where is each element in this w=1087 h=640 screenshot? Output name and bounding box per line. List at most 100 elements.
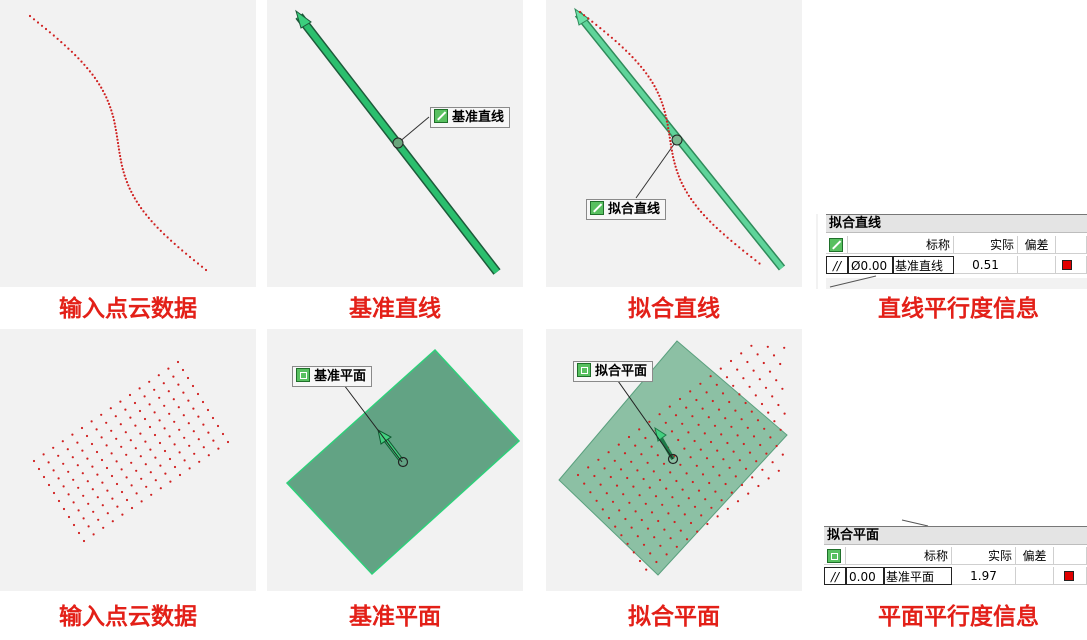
cloud-point [130, 484, 133, 487]
cloud-point [109, 407, 112, 410]
cloud-point [626, 476, 629, 480]
cloud-point [644, 436, 647, 440]
cloud-point [92, 533, 95, 536]
cloud-point [742, 249, 745, 252]
cloud-point [668, 405, 671, 408]
cloud-point [114, 128, 117, 132]
cloud-point [669, 143, 672, 146]
cloud-point [76, 464, 79, 467]
cloud-point [145, 213, 148, 216]
cloud-point [697, 207, 700, 210]
fitted-plane-callout[interactable]: 拟合平面 [573, 361, 654, 382]
table-row[interactable]: // 0.00 基准平面 1.97 [824, 567, 1087, 586]
table-leader-fragment [829, 275, 877, 288]
tolerance-value[interactable]: 0.00 [846, 567, 884, 585]
cloud-point [628, 501, 631, 504]
cloud-point [148, 425, 152, 429]
cloud-point [674, 165, 677, 168]
cloud-point [207, 454, 210, 457]
cloud-point [183, 436, 186, 439]
cloud-point [115, 482, 119, 486]
cloud-point [178, 473, 182, 477]
reference-plane-callout[interactable]: 基准平面 [292, 366, 373, 387]
cloud-point [599, 483, 602, 486]
cloud-point [147, 216, 150, 219]
cloud-point [677, 504, 680, 507]
cloud-point [172, 398, 175, 401]
line-point-cloud [28, 14, 208, 272]
cloud-point [47, 483, 51, 487]
cloud-point [720, 433, 723, 436]
cloud-point [120, 445, 123, 448]
cloud-point [663, 528, 666, 531]
cloud-point [708, 481, 711, 485]
cloud-point [28, 14, 32, 18]
cloud-point [636, 469, 639, 472]
cloud-point [638, 494, 641, 497]
cloud-point [130, 190, 133, 193]
fitted-line-callout[interactable]: 拟合直线 [586, 199, 667, 220]
caption-fitted-plane: 拟合平面 [628, 603, 720, 630]
input-line-cloud-panel [0, 0, 256, 287]
cloud-point [605, 492, 608, 495]
cloud-point [111, 497, 114, 500]
cloud-point [133, 197, 136, 200]
table-row[interactable]: // Ø0.00 基准直线 0.51 [826, 256, 1087, 275]
cloud-point [781, 387, 784, 390]
cloud-point [771, 461, 774, 464]
cloud-point [36, 21, 40, 24]
cloud-point [98, 83, 101, 86]
cloud-point [163, 427, 166, 430]
cloud-point [701, 407, 704, 410]
cloud-point [168, 457, 172, 461]
cloud-point [77, 531, 81, 535]
reference-line-callout[interactable]: 基准直线 [430, 107, 511, 128]
cloud-point [86, 480, 89, 483]
reference-name[interactable]: 基准平面 [884, 567, 952, 585]
cloud-point [637, 62, 640, 65]
cloud-point [603, 467, 606, 470]
cloud-point [618, 509, 621, 512]
cloud-point [655, 560, 658, 564]
cloud-point [105, 96, 108, 99]
cloud-point [716, 515, 719, 518]
fitted-line-panel: 拟合直线 [546, 0, 802, 287]
cloud-point [711, 399, 714, 403]
cloud-point [116, 505, 119, 508]
cloud-point [130, 461, 133, 464]
tolerance-value[interactable]: Ø0.00 [848, 256, 893, 274]
cloud-point [734, 475, 737, 478]
cloud-point [159, 464, 162, 467]
cloud-point [722, 458, 725, 461]
cloud-point [150, 493, 153, 496]
cloud-point [665, 487, 668, 490]
cloud-point [159, 487, 162, 490]
cloud-point [124, 177, 127, 180]
cloud-point [655, 88, 658, 91]
cloud-point [717, 408, 721, 411]
cloud-point [761, 468, 764, 471]
cloud-point [738, 246, 741, 249]
cloud-point [760, 402, 764, 406]
cloud-point [120, 161, 123, 164]
cloud-point [681, 488, 684, 491]
cloud-point [767, 477, 770, 480]
cloud-point [720, 499, 723, 502]
parallelism-symbol-icon: // [824, 567, 846, 585]
cloud-point [589, 491, 592, 494]
cloud-point [752, 435, 756, 438]
cloud-point [119, 423, 122, 426]
reference-name[interactable]: 基准直线 [893, 256, 954, 274]
cloud-point [706, 522, 709, 526]
cloud-point [178, 428, 181, 431]
cloud-point [764, 386, 768, 389]
cloud-point [128, 393, 132, 397]
fitted-plane-panel: 拟合平面 [546, 329, 802, 591]
cloud-point [168, 412, 171, 415]
cloud-point [665, 117, 668, 120]
cloud-point [729, 359, 733, 363]
cloud-point [615, 484, 619, 487]
cloud-point [607, 33, 610, 36]
cloud-point [683, 188, 687, 191]
plane-feature-icon [577, 363, 591, 377]
